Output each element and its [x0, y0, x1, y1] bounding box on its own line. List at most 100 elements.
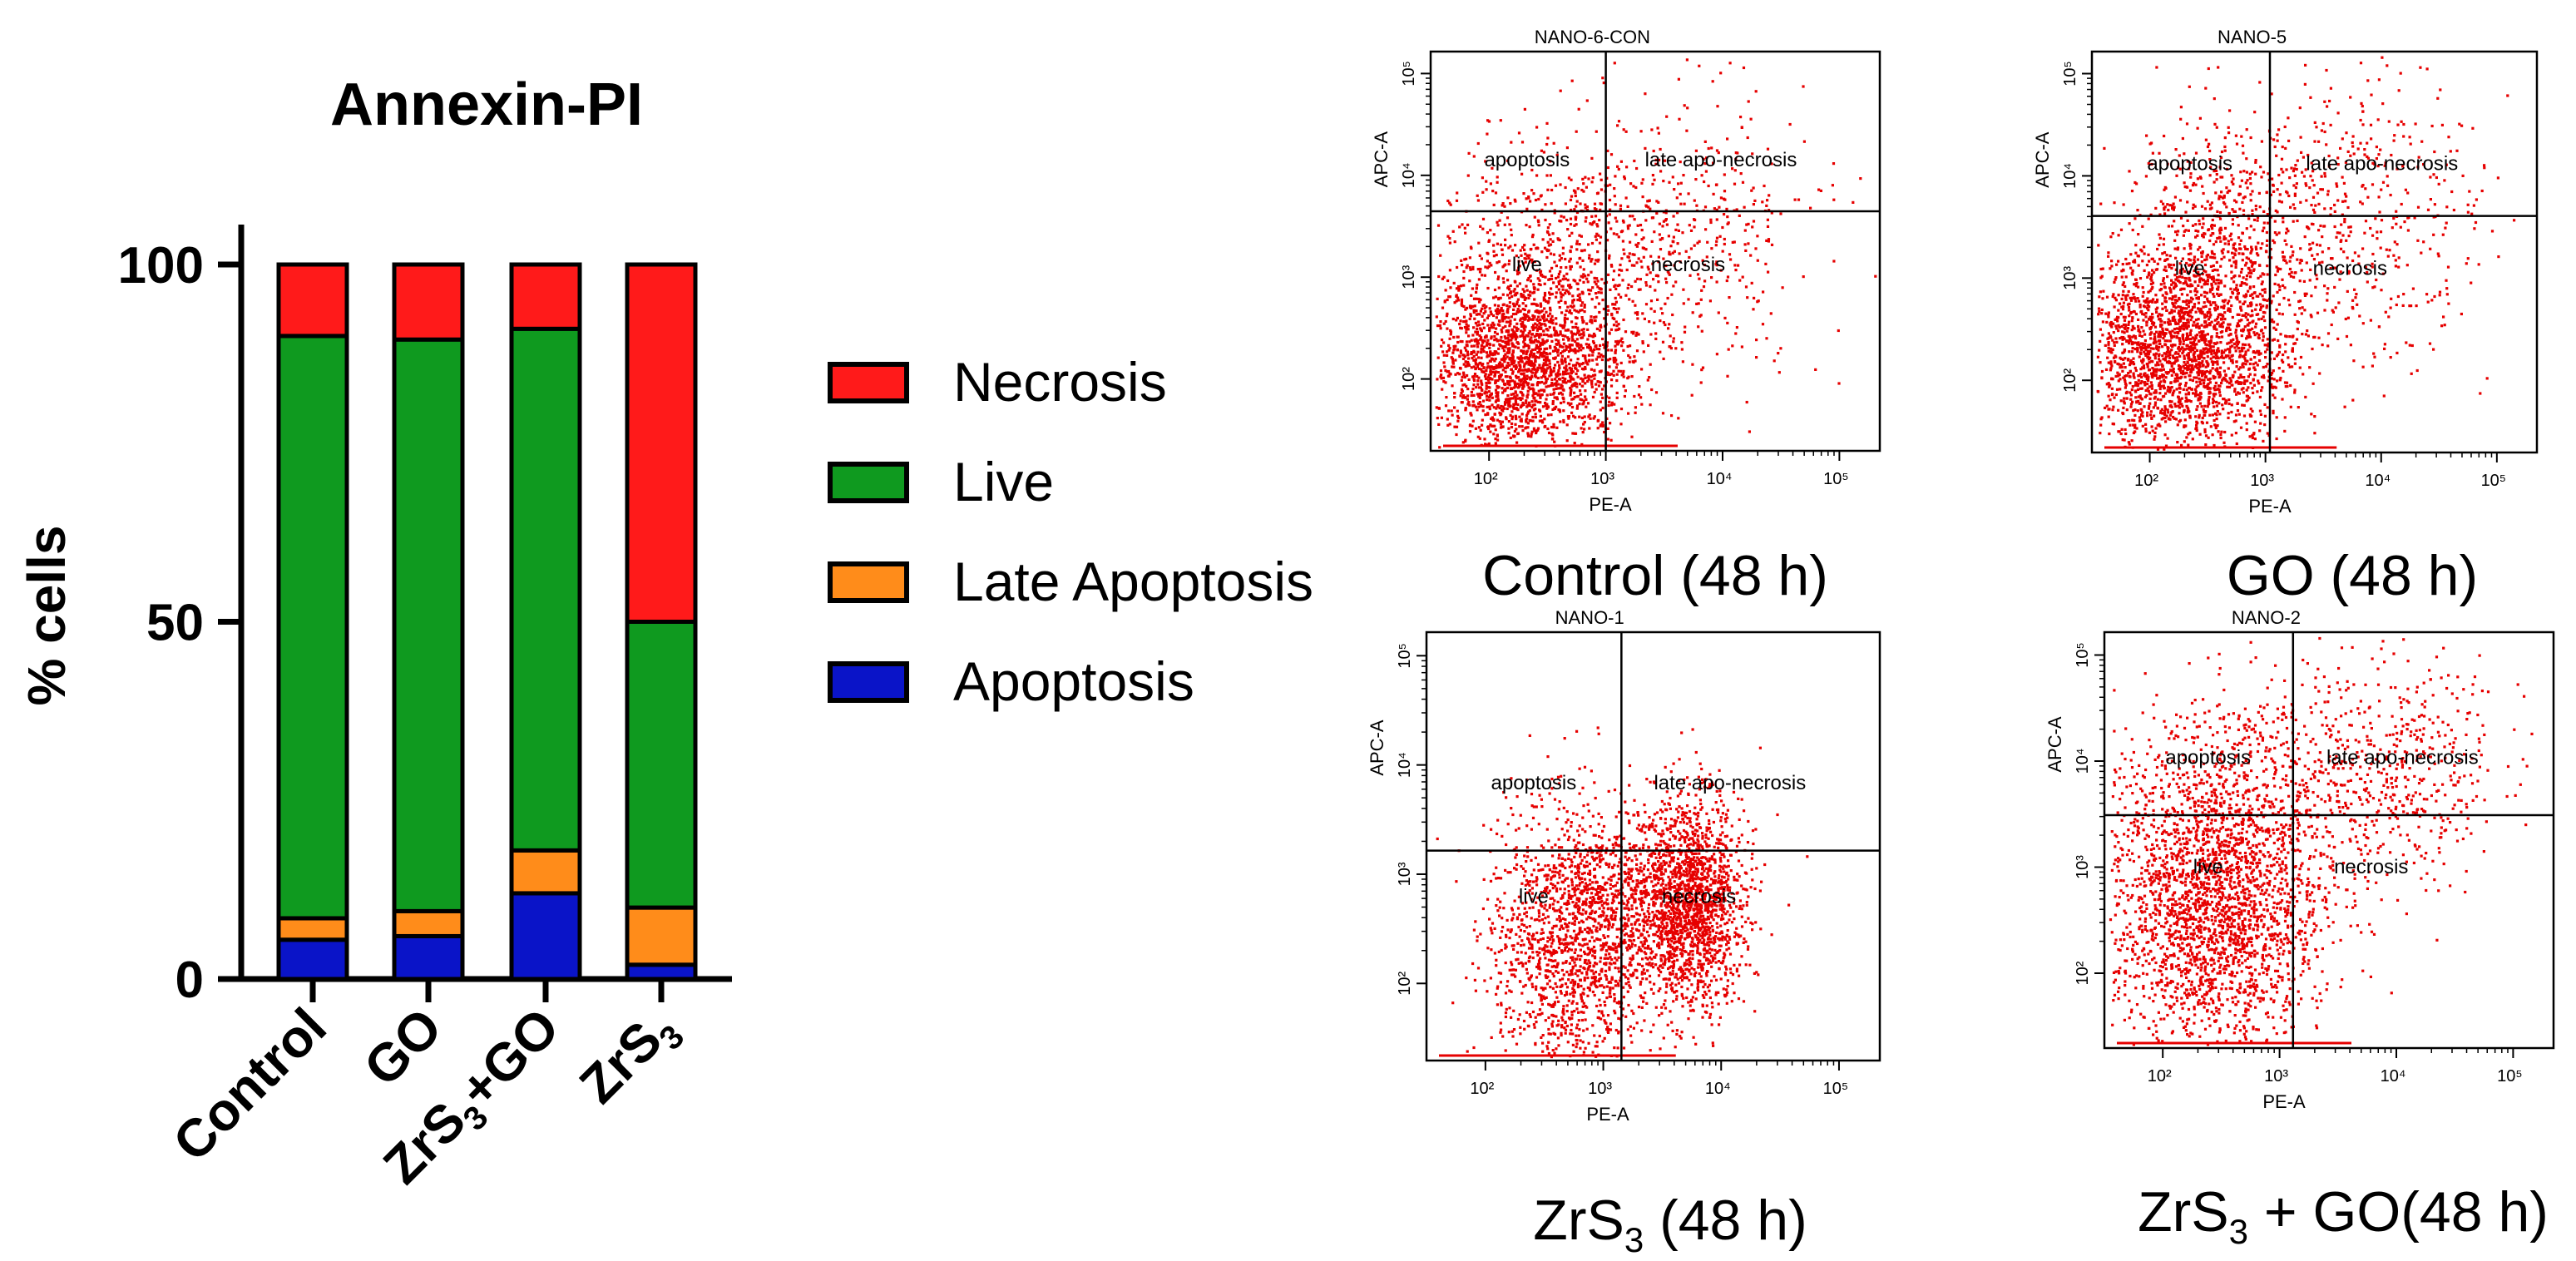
scatter-dot — [1440, 377, 1443, 380]
scatter-dot — [2197, 301, 2201, 304]
scatter-dot — [2192, 368, 2195, 371]
scatter-dot — [1485, 391, 1488, 394]
scatter-dot — [2107, 336, 2110, 339]
scatter-dot — [2189, 334, 2193, 337]
scatter-dot — [1547, 431, 1551, 435]
scatter-dot — [2148, 350, 2152, 354]
scatter-dot — [1458, 323, 1461, 326]
scatter-dot — [1636, 317, 1639, 320]
scatter-dot — [2207, 318, 2210, 321]
scatter-dot — [1534, 322, 1537, 325]
scatter-dot — [1515, 300, 1519, 304]
scatter-dot — [2121, 411, 2124, 415]
scatter-dot — [1441, 350, 1445, 354]
scatter-dot — [1516, 272, 1520, 276]
scatter-dot — [2246, 334, 2249, 339]
scatter-dot — [1508, 358, 1511, 361]
scatter-dot — [2285, 335, 2288, 339]
scatter-dot — [1651, 174, 1654, 177]
scatter-dot — [1527, 386, 1530, 389]
scatter-dot — [2139, 310, 2143, 314]
scatter-dot — [1549, 243, 1553, 246]
scatter-dot — [1831, 184, 1834, 187]
scatter-dot — [1472, 349, 1476, 353]
scatter-dot — [1678, 252, 1681, 255]
scatter-dot — [1507, 427, 1510, 430]
scatter-dot — [1506, 329, 1509, 333]
scatter-dot — [2203, 258, 2207, 262]
scatter-dot — [1661, 412, 1665, 415]
scatter-dot — [1453, 240, 1456, 244]
scatter-dot — [1711, 80, 1714, 83]
scatter-dot — [2177, 395, 2180, 398]
scatter-dot — [2203, 283, 2206, 286]
scatter-dot — [2252, 391, 2255, 394]
scatter-dot — [1558, 366, 1561, 369]
scatter-dot — [1601, 299, 1604, 302]
scatter-dot — [1614, 409, 1618, 413]
scatter-dot — [1531, 328, 1535, 332]
scatter-dot — [1536, 427, 1540, 430]
scatter-dot — [1596, 355, 1599, 359]
scatter-dot — [1470, 247, 1473, 250]
scatter-dot — [1466, 324, 1470, 328]
scatter-dot — [1605, 313, 1609, 316]
scatter-dot — [1568, 363, 1571, 366]
scatter-dot — [1587, 343, 1590, 347]
scatter-dot — [2144, 429, 2148, 433]
scatter-dot — [1545, 334, 1549, 337]
scatter-dot — [1509, 322, 1512, 325]
scatter-dot — [1501, 405, 1505, 408]
scatter-dot — [2195, 334, 2199, 337]
scatter-dot — [2153, 357, 2157, 360]
scatter-dot — [2197, 363, 2200, 366]
legend-label: Live — [953, 451, 1054, 512]
scatter-dot — [1513, 288, 1516, 291]
scatter-dot — [1703, 180, 1706, 184]
scatter-dot — [1451, 413, 1454, 417]
scatter-dot — [1584, 357, 1587, 360]
scatter-dot — [2281, 313, 2284, 316]
scatter-dot — [2201, 416, 2204, 420]
scatter-dot — [1643, 317, 1646, 320]
scatter-dot — [1550, 378, 1554, 381]
scatter-dot — [1553, 407, 1556, 411]
scatter-dot — [2257, 334, 2261, 337]
scatter-dot — [1707, 184, 1710, 188]
scatter-dot — [1590, 215, 1594, 218]
scatter-dot — [2146, 382, 2149, 386]
scatter-dot — [2160, 408, 2163, 411]
scatter-dot — [1616, 339, 1619, 343]
scatter-dot — [1583, 420, 1586, 424]
scatter-dot — [1447, 349, 1451, 352]
scatter-dot — [1534, 339, 1537, 342]
scatter-dot — [1590, 321, 1594, 324]
scatter-dot — [1462, 315, 1466, 319]
scatter-dot — [2138, 416, 2141, 419]
scatter-dot — [2217, 279, 2220, 282]
scatter-dot — [1725, 279, 1728, 283]
scatter-dot — [2242, 354, 2246, 358]
scatter-dot — [1754, 90, 1758, 93]
scatter-dot — [1476, 333, 1479, 336]
scatter-dot — [1559, 420, 1562, 423]
scatter-dot — [1575, 361, 1579, 364]
scatter-dot — [2248, 275, 2252, 279]
scatter-dot — [1451, 317, 1455, 321]
scatter-dot — [1623, 175, 1626, 179]
scatter-dot — [2142, 290, 2145, 294]
scatter-dot — [1527, 360, 1530, 363]
scatter-dot — [1531, 314, 1535, 318]
scatter-dot — [1535, 346, 1538, 349]
scatter-dot — [2147, 378, 2150, 382]
scatter-dot — [1501, 317, 1504, 320]
scatter-dot — [1444, 319, 1447, 324]
scatter-dot — [1545, 368, 1548, 372]
scatter-dot — [2186, 294, 2189, 297]
scatter-dot — [2140, 375, 2143, 378]
scatter-dot — [2148, 397, 2152, 401]
scatter-dot — [1523, 244, 1526, 247]
scatter-dot — [1590, 315, 1593, 319]
scatter-dot — [1505, 315, 1508, 319]
scatter-dot — [1503, 345, 1506, 349]
